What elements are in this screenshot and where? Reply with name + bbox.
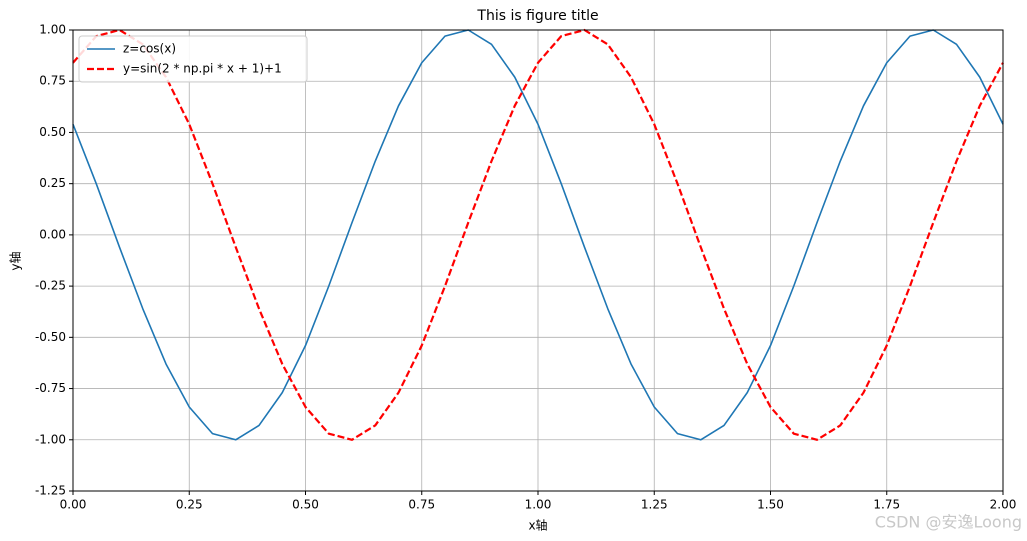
y-tick-label: -0.50: [35, 330, 66, 344]
y-tick-label: -0.75: [35, 381, 66, 395]
x-tick-label: 0.25: [176, 498, 203, 512]
y-tick-label: 1.00: [39, 23, 66, 37]
y-tick-label: 0.00: [39, 227, 66, 241]
x-tick-label: 1.00: [525, 498, 552, 512]
x-tick-label: 1.75: [873, 498, 900, 512]
x-tick-label: 2.00: [990, 498, 1017, 512]
x-tick-label: 0.50: [292, 498, 319, 512]
y-tick-label: 0.50: [39, 125, 66, 139]
legend-box: [78, 35, 308, 83]
x-tick-label: 1.50: [757, 498, 784, 512]
y-tick-label: 0.25: [39, 176, 66, 190]
legend-label: y=sin(2 * np.pi * x + 1)+1: [123, 62, 282, 76]
x-tick-label: 1.25: [641, 498, 668, 512]
x-tick-label: 0.00: [60, 498, 87, 512]
x-tick-label: 0.75: [408, 498, 435, 512]
plot-frame: [72, 29, 1004, 492]
y-tick-label: 0.75: [39, 74, 66, 88]
y-tick-label: -1.25: [35, 484, 66, 498]
x-axis-label: x轴: [528, 518, 547, 533]
chart-title: This is figure title: [476, 8, 598, 24]
series-line: [72, 28, 1004, 441]
y-axis-label: y轴: [8, 251, 23, 270]
y-tick-label: -1.00: [35, 432, 66, 446]
watermark: CSDN @安逸Loong: [875, 513, 1022, 532]
y-tick-label: -0.25: [35, 279, 66, 293]
legend-label: z=cos(x): [123, 42, 176, 56]
series-line: [72, 29, 1004, 441]
